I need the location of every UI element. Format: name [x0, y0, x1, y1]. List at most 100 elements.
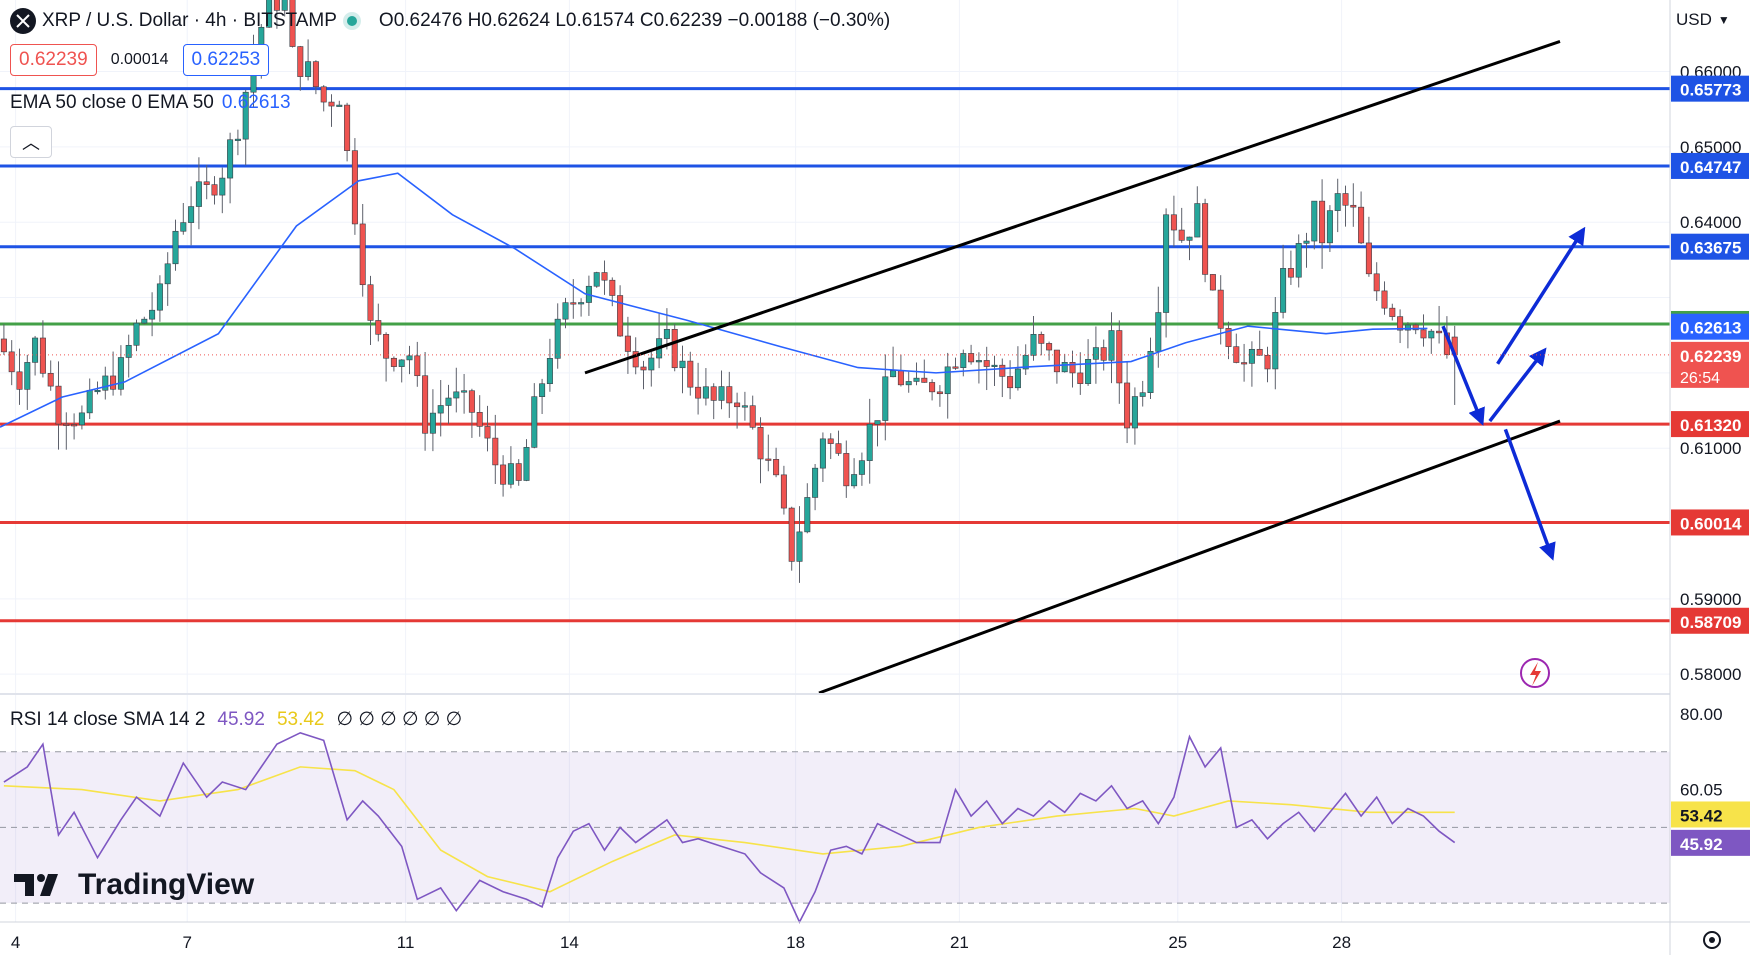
rsi-extra-values: ∅ ∅ ∅ ∅ ∅ ∅ [336, 709, 463, 730]
candle-body [897, 370, 904, 386]
candle-body [1404, 324, 1411, 331]
candle-body [1280, 268, 1287, 313]
candle-body [86, 389, 93, 414]
tradingview-logo[interactable]: TradingView [14, 868, 254, 902]
spread-value: 0.00014 [110, 51, 169, 68]
xrp-logo-icon [10, 8, 36, 34]
horizontal-levels [0, 87, 1670, 623]
candle-body [71, 424, 78, 427]
candle-body [375, 320, 382, 335]
candle-body [663, 329, 670, 339]
collapse-legend-button[interactable]: ︿ [10, 126, 52, 158]
candle-body [765, 458, 772, 461]
candle-body [211, 184, 218, 196]
time-tick-label: 4 [11, 933, 20, 952]
candle-body [1264, 355, 1271, 370]
candle-body [1311, 200, 1318, 242]
candle-body [468, 390, 475, 413]
settings-gear-icon[interactable] [1703, 931, 1721, 949]
candle-body [827, 438, 834, 444]
candle-body [422, 375, 429, 434]
rsi-sma-line [3, 766, 1455, 893]
candle-body [1225, 328, 1232, 347]
candle-body [1389, 307, 1396, 317]
candle-body [1139, 392, 1146, 397]
candle-body [929, 382, 936, 393]
candle-body [1085, 359, 1092, 384]
candle-body [921, 377, 928, 383]
candle-body [1241, 362, 1248, 365]
price-tag-label: 0.61320 [1680, 416, 1741, 435]
projection-arrow-3 [1503, 428, 1556, 561]
candle-body [1053, 349, 1060, 373]
price-tick-label: 0.65000 [1680, 138, 1741, 157]
currency-selector[interactable]: USD ▼ [1676, 10, 1730, 30]
candle-body [0, 338, 7, 353]
candle-body [1256, 348, 1263, 356]
candle-body [1342, 193, 1349, 206]
rsi-pane [0, 731, 1670, 924]
candle-body [1108, 330, 1115, 361]
candle-body [47, 373, 54, 387]
candle-body [858, 460, 865, 475]
candle-body [554, 318, 561, 359]
candle-body [266, 0, 273, 28]
candle-body [336, 104, 343, 107]
price-tick-label: 0.58000 [1680, 665, 1741, 684]
candle-body [39, 337, 46, 374]
candle-body [1381, 290, 1388, 309]
candle-body [1303, 240, 1310, 244]
currency-label: USD [1676, 10, 1712, 29]
time-tick-label: 18 [786, 933, 805, 952]
time-axis: 4 7 11 14 18 21 25 28 [0, 921, 1750, 952]
candle-body [234, 138, 241, 141]
ema-label[interactable]: EMA 50 close 0 EMA 50 [10, 92, 214, 113]
candle-body [804, 497, 811, 533]
candle-body [1373, 273, 1380, 292]
price-tag-countdown: 26:54 [1680, 370, 1720, 387]
candle-body [242, 91, 249, 140]
candle-body [476, 412, 483, 427]
symbol-title[interactable]: XRP / U.S. Dollar · 4h · BITSTAMP [42, 10, 337, 31]
price-tag [1671, 233, 1749, 260]
candle-body [507, 463, 514, 485]
candle-body [1038, 333, 1045, 344]
candle-body [788, 507, 795, 562]
candle-body [882, 376, 889, 421]
lightning-alert-icon[interactable] [1520, 658, 1550, 688]
candle-body [515, 463, 522, 481]
candle-body [952, 366, 959, 369]
candle-body [94, 389, 101, 393]
candle-body [24, 362, 31, 390]
candle-body [1217, 289, 1224, 329]
projection-arrow-1 [1488, 347, 1547, 423]
candle-body [227, 139, 234, 179]
candle-body [843, 453, 850, 487]
rsi-label[interactable]: RSI 14 close SMA 14 2 [10, 708, 206, 730]
candle-body [905, 381, 912, 386]
gear-ring [1703, 931, 1721, 949]
candle-body [110, 375, 117, 390]
price-tag-label: 0.58709 [1680, 613, 1741, 632]
candle-body [492, 437, 499, 466]
price-tag [1671, 75, 1749, 102]
buy-button[interactable]: 0.62253 [182, 44, 270, 76]
candle-body [172, 230, 179, 265]
candle-body [406, 355, 413, 361]
ema-50-line [0, 172, 1428, 428]
candle-body [983, 360, 990, 367]
candle-body [546, 358, 553, 385]
candle-body [531, 396, 538, 448]
sell-button[interactable]: 0.62239 [10, 44, 97, 76]
candle-body [890, 370, 897, 378]
candle-body [975, 360, 982, 363]
candle-body [383, 333, 390, 359]
candle-body [640, 366, 647, 371]
rsi-value-tag [1671, 801, 1750, 828]
candle-body [125, 344, 132, 358]
price-tag [1671, 313, 1749, 340]
candle-body [1334, 193, 1341, 211]
candle-body [726, 386, 733, 404]
candle-body [1178, 229, 1185, 241]
